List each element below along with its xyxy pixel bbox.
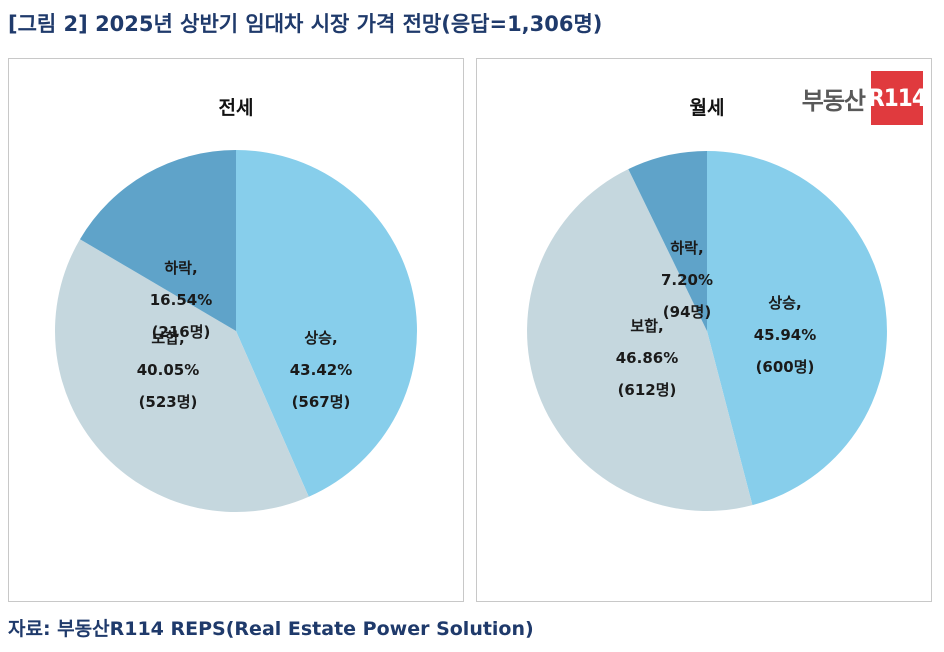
slice-label-percent: 45.94%	[754, 326, 816, 344]
slice-label-name: 보합,	[151, 329, 184, 347]
figure-title: [그림 2] 2025년 상반기 임대차 시장 가격 전망(응답=1,306명)	[8, 12, 603, 36]
slice-label-percent: 40.05%	[137, 361, 199, 379]
slice-label-percent: 46.86%	[616, 349, 678, 367]
slice-label-count: (523명)	[139, 393, 198, 411]
slice-label-count: (216명)	[152, 323, 211, 341]
logo-badge: R114	[868, 71, 927, 125]
pie-slice-보합	[527, 169, 753, 511]
pie-slice-상승	[236, 150, 417, 497]
pie-slice-보합	[54, 239, 309, 512]
slice-label-count: (94명)	[663, 303, 711, 321]
pie-slice-상승	[707, 151, 887, 506]
slice-label-name: 하락,	[670, 239, 703, 257]
slice-label-percent: 43.42%	[290, 361, 352, 379]
pie-slice-하락	[79, 150, 236, 331]
slice-label-name: 보합,	[630, 317, 663, 335]
slice-label-percent: 16.54%	[150, 291, 212, 309]
source-note: 자료: 부동산R114 REPS(Real Estate Power Solut…	[8, 618, 534, 640]
brand-logo: 부동산 R114	[801, 71, 927, 125]
pie-title: 전세	[219, 97, 254, 119]
slice-label-name: 하락,	[164, 259, 197, 277]
slice-label-count: (600명)	[756, 358, 815, 376]
slice-label-name: 상승,	[768, 294, 801, 312]
slice-label-percent: 7.20%	[661, 271, 713, 289]
pie-slice-하락	[628, 151, 707, 331]
logo-text: 부동산	[801, 86, 866, 115]
pie-title: 월세	[690, 97, 725, 119]
slice-label-count: (567명)	[292, 393, 351, 411]
slice-label-name: 상승,	[304, 329, 337, 347]
slice-label-count: (612명)	[618, 381, 677, 399]
